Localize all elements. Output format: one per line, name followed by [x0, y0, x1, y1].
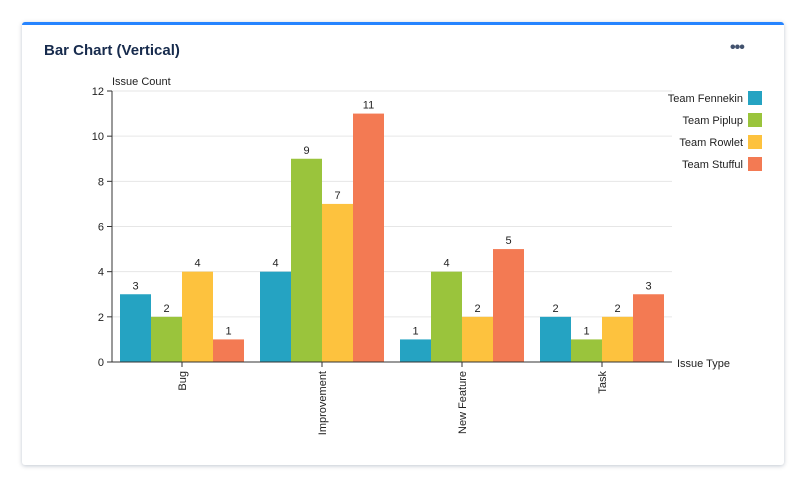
bar	[182, 271, 213, 362]
data-label: 2	[614, 303, 620, 315]
bar	[462, 316, 493, 362]
y-tick-label: 0	[98, 357, 104, 369]
legend-label: Team Fennekin	[668, 93, 743, 105]
data-label: 9	[303, 145, 309, 157]
legend-swatch	[748, 157, 762, 171]
data-label: 11	[363, 100, 374, 112]
y-axis-label: Issue Count	[112, 76, 171, 88]
y-tick-label: 6	[98, 222, 104, 234]
data-label: 3	[645, 280, 651, 292]
data-label: 1	[412, 325, 418, 337]
x-tick-label: Improvement	[317, 371, 329, 435]
data-label: 4	[443, 258, 449, 270]
data-label: 2	[474, 303, 480, 315]
bar	[571, 339, 602, 362]
bar	[213, 339, 244, 362]
x-axis-label: Issue Type	[677, 358, 730, 370]
bar	[120, 294, 151, 362]
bar	[633, 294, 664, 362]
bar	[151, 316, 182, 362]
data-label: 1	[225, 325, 231, 337]
data-label: 4	[194, 258, 200, 270]
bar	[322, 203, 353, 362]
data-label: 1	[583, 325, 589, 337]
legend-label: Team Rowlet	[679, 137, 743, 149]
data-label: 4	[272, 258, 278, 270]
bar	[431, 271, 462, 362]
x-tick-label: Bug	[177, 371, 189, 391]
legend-swatch	[748, 91, 762, 105]
data-label: 7	[334, 190, 340, 202]
y-tick-label: 4	[98, 267, 104, 279]
more-horizontal-icon[interactable]: •••	[730, 39, 745, 56]
legend-label: Team Piplup	[682, 115, 743, 127]
data-label: 3	[132, 280, 138, 292]
bar	[400, 339, 431, 362]
data-label: 5	[505, 235, 511, 247]
data-label: 2	[552, 303, 558, 315]
bar	[353, 113, 384, 362]
legend-swatch	[748, 113, 762, 127]
legend-label: Team Stufful	[682, 159, 743, 171]
y-tick-label: 2	[98, 312, 104, 324]
bar	[493, 249, 524, 362]
x-tick-label: New Feature	[457, 371, 469, 434]
bar	[602, 316, 633, 362]
y-tick-label: 10	[92, 131, 104, 143]
card-title: Bar Chart (Vertical)	[44, 42, 180, 59]
y-tick-label: 12	[92, 86, 104, 98]
y-tick-label: 8	[98, 176, 104, 188]
x-tick-label: Task	[597, 371, 609, 394]
bar	[540, 316, 571, 362]
chart-card: Bar Chart (Vertical) •••	[22, 22, 784, 465]
data-label: 2	[163, 303, 169, 315]
legend-swatch	[748, 135, 762, 149]
bar	[260, 271, 291, 362]
bar	[291, 158, 322, 362]
